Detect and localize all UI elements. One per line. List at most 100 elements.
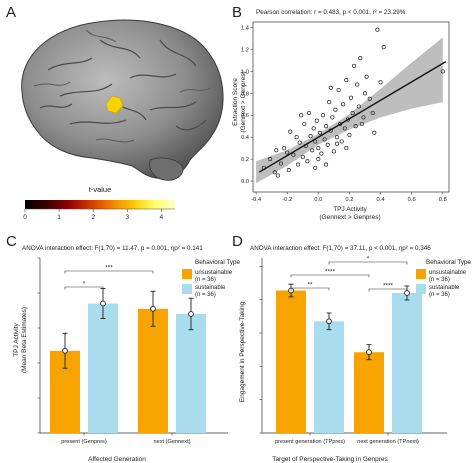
- bar-chart-d: present generation (TPpres) next generati…: [259, 256, 447, 445]
- scatter-point: [272, 170, 277, 175]
- y-tick-label: 0.4: [241, 135, 250, 141]
- significance-bracket: [290, 274, 370, 278]
- significance-bracket: [368, 288, 408, 292]
- panel-d-xlabel: Target of Perspective-Taking in Genpres: [272, 456, 388, 463]
- scatter-point: [316, 146, 321, 151]
- y-tick-label: 0.8: [241, 91, 249, 97]
- scatter-point: [355, 82, 360, 87]
- significance-bracket: [328, 261, 408, 265]
- x-tick-label: 0.8: [439, 197, 447, 203]
- bar: [276, 290, 306, 433]
- scatter-point: [375, 27, 380, 32]
- legend-c: Behavioral Type unsustainable (n = 36) s…: [182, 259, 241, 298]
- scatter-point: [322, 137, 327, 142]
- scatter-point: [362, 91, 368, 96]
- x-tick-label: present (Genpres): [61, 439, 107, 445]
- colorbar-gradient: [25, 200, 175, 209]
- tpj-activation-region: [105, 95, 124, 114]
- bar: [354, 352, 384, 433]
- mean-point: [150, 305, 156, 312]
- scatter-point: [367, 96, 372, 101]
- panel-d-letter: D: [232, 233, 243, 250]
- mean-point: [366, 349, 372, 356]
- scatter-point: [319, 151, 324, 156]
- legend-d-title: Behavioral Type: [426, 259, 472, 266]
- scatter-point: [334, 141, 340, 146]
- scatter-point: [333, 107, 338, 112]
- scatter-point: [325, 142, 330, 147]
- scatter-point: [300, 154, 305, 159]
- bar: [88, 303, 118, 433]
- panel-d-stats: ANOVA interaction effect: F(1,70) = 37.1…: [250, 245, 431, 252]
- scatter-point: [358, 56, 363, 61]
- scatter-point: [347, 132, 352, 138]
- significance-label: ****: [383, 283, 394, 290]
- scatter-point: [327, 100, 332, 105]
- scatter-point: [274, 148, 279, 153]
- legend-d-swatch-sustainable: [416, 284, 426, 294]
- x-tick-label: 0.4: [377, 197, 386, 203]
- significance-bracket: [64, 270, 154, 274]
- legend-d: Behavioral Type unsustainable (n = 36) s…: [416, 259, 472, 298]
- scatter-point: [306, 110, 312, 116]
- scatter-point: [378, 80, 383, 85]
- x-tick-label: -0.4: [251, 197, 262, 203]
- scatter-point: [341, 102, 346, 107]
- panel-b-xlabel: TPJ Activity: [333, 206, 367, 213]
- panel-b-letter: B: [232, 4, 242, 21]
- scatter-point: [275, 173, 280, 178]
- significance-label: ***: [105, 265, 113, 272]
- mean-point: [326, 318, 332, 325]
- scatter-point: [364, 74, 369, 79]
- scatter-point: [361, 115, 366, 120]
- scatter-point: [282, 146, 287, 151]
- bar: [176, 314, 206, 433]
- mean-point: [62, 347, 68, 354]
- significance-label: ****: [325, 269, 336, 276]
- scatter-point: [331, 149, 336, 154]
- significance-label: *: [367, 256, 370, 263]
- scatter-point: [381, 45, 386, 50]
- panel-c-letter: C: [6, 233, 17, 250]
- bar-chart-c: present (Genpres) next (Gennext)****: [37, 257, 228, 445]
- scatter-point: [344, 78, 349, 83]
- legend-c-n-unsustainable: (n = 36): [195, 277, 216, 283]
- x-tick-label: -0.2: [282, 197, 292, 203]
- legend-d-label-sustainable: sustainable: [429, 285, 460, 291]
- panel-c-ylabel: TPJ Activity: [13, 322, 20, 356]
- scatter-point: [314, 118, 319, 123]
- scatter-point: [320, 113, 326, 118]
- scatter-point: [313, 165, 318, 170]
- scatter-point: [324, 124, 329, 129]
- y-tick-label: 1.0: [241, 69, 249, 75]
- x-tick-label: next (Gennext): [154, 439, 191, 445]
- panel-b-ylabel-sub: (Gennext > Genpres): [240, 71, 247, 132]
- panel-d: D ANOVA interaction effect: F(1,70) = 37…: [232, 233, 472, 463]
- scatter-point: [328, 85, 333, 90]
- scatter-point: [339, 139, 344, 144]
- y-tick-label: 0.6: [241, 113, 249, 119]
- legend-d-label-unsustainable: unsustainable: [429, 270, 467, 276]
- mean-point: [100, 300, 106, 307]
- panel-b-stats: Pearson correlation: r = 0.483, p < 0.00…: [256, 9, 406, 16]
- significance-label: **: [307, 282, 313, 289]
- legend-c-swatch-sustainable: [182, 284, 192, 294]
- scatter-plot: -0.4 -0.2 0.0 0.2 0.4 0.6 0.8 0.0 0.2 0.4 0.6 0.8 1.…: [241, 21, 450, 203]
- scatter-point: [348, 95, 354, 100]
- scatter-point: [359, 121, 364, 127]
- scatter-point: [286, 168, 291, 173]
- x-tick-label: 0.0: [314, 197, 322, 203]
- panel-b-ylabel: Extraction Score: [232, 78, 239, 126]
- colorbar-title: t-value: [89, 185, 112, 194]
- scatter-point: [308, 134, 313, 139]
- scatter-point: [344, 146, 349, 151]
- legend-c-label-unsustainable: unsustainable: [195, 270, 233, 276]
- colorbar-tick-label: 1: [57, 214, 61, 221]
- legend-c-swatch-unsustainable: [182, 269, 192, 279]
- panel-c-ylabel-sub: (Mean Beta Estimates): [21, 307, 28, 373]
- x-tick-label: 0.6: [408, 197, 416, 203]
- bar: [138, 308, 168, 434]
- scatter-point: [299, 113, 304, 118]
- bar: [314, 321, 344, 433]
- scatter-point: [350, 110, 355, 116]
